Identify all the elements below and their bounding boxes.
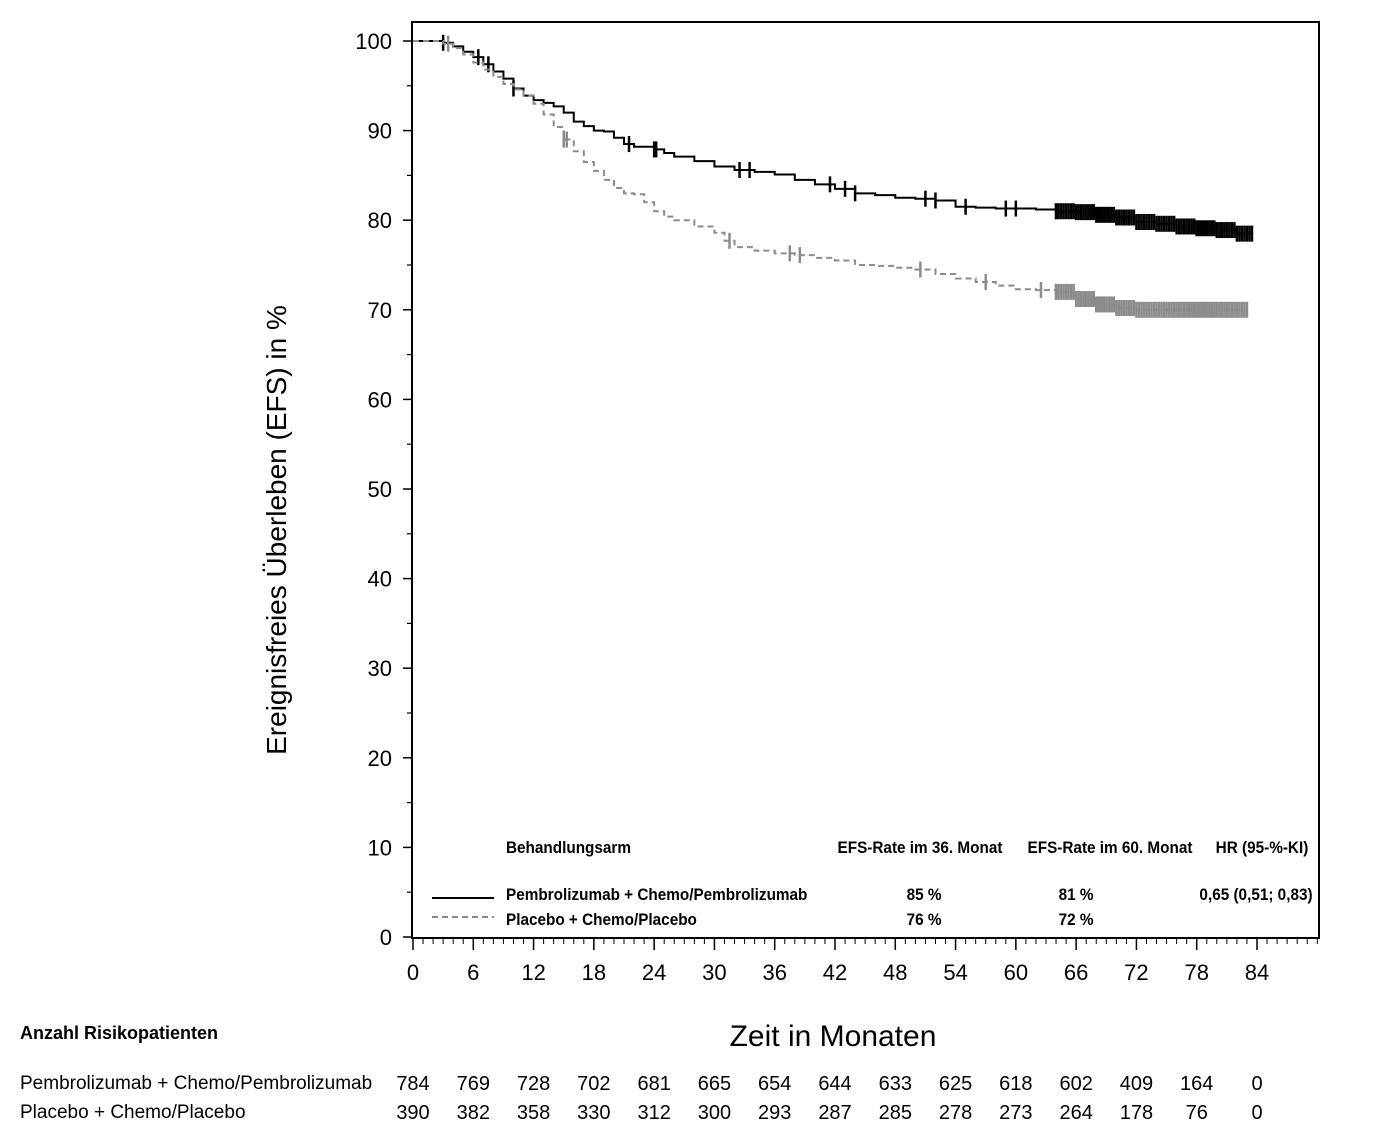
legend-lines — [432, 897, 494, 918]
x-axis-title: Zeit in Monaten — [729, 1020, 937, 1053]
risk-cell: 278 — [938, 1102, 973, 1124]
risk-table-title: Anzahl Risikopatienten — [20, 1023, 219, 1043]
risk-cell: 293 — [758, 1102, 792, 1124]
y-tick-label: 30 — [368, 656, 392, 681]
legend-header-hr: HR (95-%-KI) — [1215, 838, 1309, 857]
x-tick-label: 66 — [1064, 960, 1088, 985]
legend-efs36-pembro: 85 % — [906, 885, 942, 904]
legend-header-efs60: EFS-Rate im 60. Monat — [1027, 838, 1193, 857]
y-tick-label: 70 — [368, 298, 392, 323]
legend-header-arm: Behandlungsarm — [506, 838, 631, 857]
risk-cell: 633 — [878, 1073, 912, 1095]
risk-cell: 0 — [1251, 1073, 1263, 1095]
risk-cell: 681 — [637, 1073, 671, 1095]
risk-cell: 287 — [818, 1102, 852, 1124]
x-tick-label: 18 — [582, 960, 606, 985]
risk-cell: 382 — [456, 1102, 490, 1124]
risk-cell: 390 — [396, 1102, 430, 1124]
legend-label-pembro: Pembrolizumab + Chemo/Pembrolizumab — [506, 885, 808, 904]
risk-cell: 285 — [878, 1102, 912, 1124]
risk-cell: 358 — [516, 1102, 551, 1124]
x-tick-label: 42 — [823, 960, 847, 985]
risk-cell: 769 — [456, 1073, 490, 1095]
y-tick-label: 0 — [380, 925, 392, 950]
x-tick-label: 6 — [467, 960, 479, 985]
legend-efs60-pembro: 81 % — [1058, 885, 1094, 904]
plot-frame — [411, 21, 1320, 939]
risk-row-pembro: Pembrolizumab + Chemo/Pembrolizumab 784 7… — [0, 1073, 1386, 1097]
risk-cell: 312 — [637, 1102, 671, 1124]
x-tick-label: 72 — [1124, 960, 1148, 985]
legend-hr-pembro: 0,65 (0,51; 0,83) — [1199, 885, 1313, 904]
risk-label-pembro: Pembrolizumab + Chemo/Pembrolizumab — [20, 1073, 373, 1094]
risk-cell: 618 — [999, 1073, 1033, 1095]
legend-efs36-placebo: 76 % — [906, 910, 942, 929]
risk-cell: 602 — [1059, 1073, 1093, 1095]
series-group — [413, 34, 1254, 318]
y-tick-label: 20 — [368, 746, 392, 771]
x-tick-label: 54 — [943, 960, 967, 985]
x-tick-label: 36 — [762, 960, 786, 985]
risk-cell: 76 — [1185, 1102, 1208, 1124]
x-tick-label: 78 — [1184, 960, 1208, 985]
x-tick-label: 30 — [702, 960, 726, 985]
legend-label-placebo: Placebo + Chemo/Placebo — [506, 910, 697, 929]
y-tick-label: 90 — [368, 119, 392, 144]
risk-cell: 178 — [1119, 1102, 1154, 1124]
risk-cell: 665 — [697, 1073, 732, 1095]
x-tick-label: 12 — [521, 960, 545, 985]
risk-cell: 264 — [1059, 1102, 1093, 1124]
x-tick-label: 60 — [1004, 960, 1028, 985]
y-tick-label: 10 — [368, 835, 392, 860]
series-line-0 — [413, 40, 1252, 235]
x-tick-label: 0 — [407, 960, 419, 985]
x-tick-label: 48 — [883, 960, 907, 985]
risk-cell: 654 — [758, 1073, 792, 1095]
y-tick-label: 40 — [368, 567, 392, 592]
series-line-1 — [413, 40, 1247, 311]
risk-cell: 644 — [818, 1073, 852, 1095]
y-tick-label: 50 — [368, 477, 392, 502]
y-tick-label: 60 — [368, 387, 392, 412]
y-tick-label: 80 — [368, 208, 392, 233]
risk-cell: 728 — [516, 1073, 551, 1095]
y-axis-title: Ereignisfreies Überleben (EFS) in % — [261, 305, 292, 755]
y-tick-label: 100 — [355, 29, 392, 54]
risk-cell: 409 — [1119, 1073, 1154, 1095]
legend-efs60-placebo: 72 % — [1058, 910, 1094, 929]
risk-cell: 625 — [938, 1073, 973, 1095]
y-axis: 0 10 20 30 40 50 60 70 80 90 100 — [355, 29, 412, 950]
risk-cell: 0 — [1251, 1102, 1263, 1124]
risk-cell: 164 — [1180, 1073, 1214, 1095]
risk-row-placebo: Placebo + Chemo/Placebo 390 382 358 330 312 3… — [0, 1102, 1386, 1126]
x-tick-label: 84 — [1245, 960, 1269, 985]
risk-cell: 273 — [999, 1102, 1033, 1124]
x-tick-label: 24 — [642, 960, 666, 985]
risk-cell: 300 — [697, 1102, 732, 1124]
risk-cell: 330 — [577, 1102, 611, 1124]
risk-cell: 702 — [577, 1073, 611, 1095]
risk-label-placebo: Placebo + Chemo/Placebo — [20, 1102, 246, 1123]
x-axis: 0 6 12 18 24 30 36 42 48 54 60 66 72 78 84 — [407, 938, 1318, 985]
legend-header-efs36: EFS-Rate im 36. Monat — [837, 838, 1003, 857]
risk-cell: 784 — [396, 1073, 430, 1095]
